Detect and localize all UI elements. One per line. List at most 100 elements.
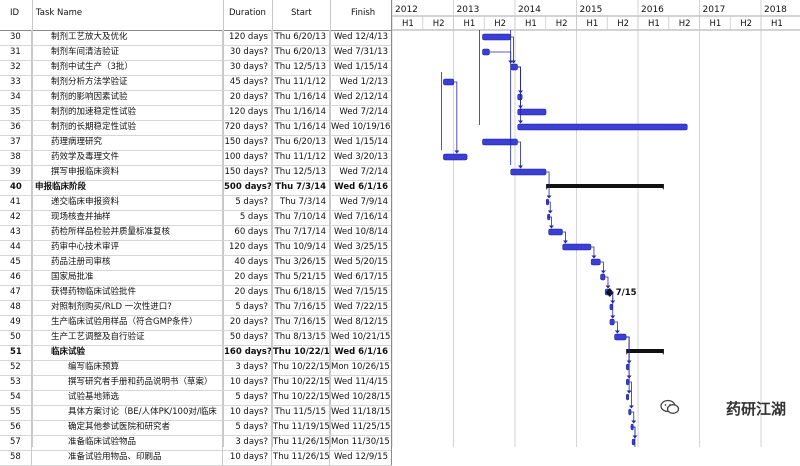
task-start: Thu 8/13/15 <box>273 330 330 345</box>
task-id: 45 <box>0 255 32 270</box>
table-row[interactable]: 52 编写临床预算 3 days? Thu 10/22/15 Mon 10/26/15 <box>0 360 392 376</box>
dependency-arrow <box>614 330 620 334</box>
task-start: Thu 5/21/15 <box>273 270 330 285</box>
table-row[interactable]: 36 制剂的长期稳定性试验 720 days? Thu 1/16/14 Wed 10/1… <box>0 120 392 136</box>
table-row[interactable]: 34 制剂的影响因素试验 20 days? Thu 1/16/14 Wed 2/12/1… <box>0 90 392 106</box>
table-row[interactable]: 50 生产工艺调整及自行验证 50 days? Thu 8/13/15 Wed 10/2… <box>0 330 392 346</box>
table-row[interactable]: 37 药理病理研究 150 days? Thu 6/20/13 Wed 1/15/14 <box>0 135 392 151</box>
col-name-header[interactable]: Task Name <box>36 8 83 18</box>
table-row[interactable]: 30 制剂工艺放大及优化 120 days Thu 6/20/13 Wed 12/4/1… <box>0 30 392 46</box>
dependency-link <box>614 321 618 333</box>
task-name: 药理病理研究 <box>33 135 223 150</box>
task-name: 获得药物临床试验批件 <box>33 285 223 300</box>
task-name: 制剂的长期稳定性试验 <box>33 120 223 135</box>
task-name: 申报临床阶段 <box>33 180 223 195</box>
table-row[interactable]: 42 现场核查并抽样 5 days Thu 7/10/14 Wed 7/16/14 <box>0 210 392 226</box>
table-row[interactable]: 57 准备临床试验物品 3 days? Thu 11/26/15 Mon 11/30/1… <box>0 435 392 451</box>
task-name: 药效学及毒理文件 <box>33 150 223 165</box>
task-start: Thu 12/5/13 <box>273 165 330 180</box>
table-row[interactable]: 31 制剂车间清洁验证 30 days? Thu 6/20/13 Wed 7/31/13 <box>0 45 392 61</box>
table-row[interactable]: 53 撰写研究者手册和药品说明书（草案） 10 days? Thu 10/22/15 W… <box>0 375 392 391</box>
table-row[interactable]: 54 试验基地筛选 5 days? Thu 10/22/15 Wed 10/28/15 <box>0 390 392 406</box>
task-bar <box>626 363 630 371</box>
task-name: 国家局批准 <box>33 270 223 285</box>
task-start: Thu 11/26/15 <box>273 450 330 465</box>
task-duration: 120 days <box>224 105 272 120</box>
task-start: Thu 3/26/15 <box>273 255 330 270</box>
task-finish: Wed 8/12/15 <box>331 315 392 330</box>
col-finish-header[interactable]: Finish <box>351 8 376 18</box>
task-name: 对照制剂购买/RLD 一次性进口? <box>33 300 223 315</box>
table-row[interactable]: 39 撰写申报临床资料 150 days? Thu 12/5/13 Wed 7/2/14 <box>0 165 392 181</box>
dependency-link <box>590 246 595 258</box>
dependency-arrow <box>546 195 552 199</box>
task-finish: Mon 10/26/15 <box>331 360 392 375</box>
dependency-arrow <box>548 225 554 229</box>
table-row[interactable]: 49 生产临床试验用样品（符合GMP条件） 20 days? Thu 7/16/15 W… <box>0 315 392 331</box>
table-row[interactable]: 46 国家局批准 20 days Thu 5/21/15 Wed 6/17/15 <box>0 270 392 286</box>
task-id: 46 <box>0 270 32 285</box>
task-name: 制剂车间清洁验证 <box>33 45 223 60</box>
task-bar <box>510 168 547 176</box>
half-label: H2 <box>494 19 506 29</box>
table-row[interactable]: 33 制剂分析方法学验证 45 days? Thu 11/1/12 Wed 1/2/13 <box>0 75 392 91</box>
table-row[interactable]: 58 准备试验用物品、印刷品 10 days? Thu 11/26/15 Wed 12/… <box>0 450 392 466</box>
summary-cap <box>546 184 551 190</box>
task-id: 42 <box>0 210 32 225</box>
task-start: Thu 1/16/14 <box>273 120 330 135</box>
task-duration: 40 days <box>224 255 272 270</box>
table-row[interactable]: 43 药检所样品检验并质量标准复核 60 days Thu 7/17/14 Wed 10… <box>0 225 392 241</box>
task-bar <box>600 273 606 281</box>
dependency-link <box>517 141 521 168</box>
summary-bar <box>626 349 664 353</box>
table-row[interactable]: 48 对照制剂购买/RLD 一次性进口? 5 days? Thu 7/16/15 Wed… <box>0 300 392 316</box>
dependency-link <box>628 381 632 408</box>
task-finish: Wed 10/8/14 <box>331 225 392 240</box>
task-name: 临床试验 <box>33 345 223 360</box>
table-row[interactable]: 55 具体方案讨论（BE/人体PK/100对/临床 10 days? Thu 11/5… <box>0 405 392 421</box>
task-finish: Wed 1/2/13 <box>331 75 392 90</box>
year-label: 2018 <box>764 5 787 15</box>
dependency-arrow <box>626 390 632 394</box>
task-start: Thu 7/3/14 <box>273 180 330 195</box>
table-row[interactable]: 38 药效学及毒理文件 100 days? Thu 11/1/12 Wed 3/20/1… <box>0 150 392 166</box>
task-finish: Mon 11/30/15 <box>331 435 392 450</box>
task-name: 药品注册司审核 <box>33 255 223 270</box>
task-bar <box>614 333 627 341</box>
task-start: Thu 7/16/15 <box>273 300 330 315</box>
table-row[interactable]: 47 获得药物临床试验批件 20 days Thu 6/18/15 Wed 7/15/1… <box>0 285 392 301</box>
year-label: 2013 <box>457 5 480 15</box>
task-bar <box>482 48 490 56</box>
col-duration-header[interactable]: Duration <box>229 8 266 18</box>
task-finish: Wed 7/2/14 <box>331 165 392 180</box>
dependency-link <box>517 66 521 123</box>
task-duration: 5 days? <box>224 300 272 315</box>
table-row[interactable]: 40 申报临床阶段 500 days? Thu 7/3/14 Wed 6/1/16 <box>0 180 392 196</box>
dependency-arrow <box>562 240 568 244</box>
dependency-arrow <box>518 165 524 169</box>
task-duration: 720 days? <box>224 120 272 135</box>
table-row[interactable]: 41 递交临床申报资料 5 days? Thu 7/3/14 Wed 7/9/14 <box>0 195 392 211</box>
task-id: 51 <box>0 345 32 360</box>
table-row[interactable]: 35 制剂的加速稳定性试验 120 days Thu 1/16/14 Wed 7/2/1… <box>0 105 392 121</box>
table-row[interactable]: 44 药审中心技术审评 120 days Thu 10/9/14 Wed 3/25/15 <box>0 240 392 256</box>
task-name: 制剂工艺放大及优化 <box>33 30 223 45</box>
task-start: Thu 7/16/15 <box>273 315 330 330</box>
col-id-header[interactable]: ID <box>10 8 20 18</box>
task-duration: 10 days? <box>224 405 272 420</box>
table-row[interactable]: 45 药品注册司审核 40 days Thu 3/26/15 Wed 5/20/15 <box>0 255 392 271</box>
dependency-link <box>609 291 614 318</box>
task-id: 33 <box>0 75 32 90</box>
dependency-arrow <box>454 150 460 154</box>
task-bar <box>631 438 635 446</box>
dependency-link <box>562 231 566 243</box>
dependency-arrow <box>600 270 606 274</box>
task-name: 准备试验用物品、印刷品 <box>33 450 223 465</box>
table-row[interactable]: 51 临床试验 160 days? Thu 10/22/15 Wed 6/1/16 <box>0 345 392 361</box>
table-row[interactable]: 32 制剂中试生产（3批） 30 days? Thu 12/5/13 Wed 1/15/… <box>0 60 392 76</box>
task-duration: 150 days? <box>224 135 272 150</box>
table-row[interactable]: 56 确定其他参试医院和研究者 5 days? Thu 11/19/15 Wed 11/… <box>0 420 392 436</box>
task-name: 递交临床申报资料 <box>33 195 223 210</box>
task-finish: Wed 3/25/15 <box>331 240 392 255</box>
col-start-header[interactable]: Start <box>291 8 312 18</box>
